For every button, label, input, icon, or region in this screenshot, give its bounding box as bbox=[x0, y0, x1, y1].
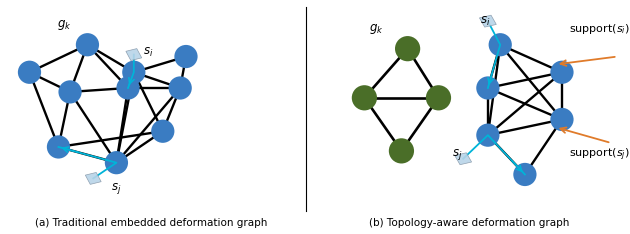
Text: support$(s_i)$: support$(s_i)$ bbox=[569, 22, 630, 36]
Point bbox=[123, 86, 133, 90]
Point bbox=[175, 86, 185, 90]
Text: support$(s_j)$: support$(s_j)$ bbox=[569, 147, 630, 163]
Point bbox=[54, 145, 64, 149]
Text: $s_j$: $s_j$ bbox=[452, 147, 462, 162]
Point bbox=[495, 43, 505, 47]
Point bbox=[520, 173, 530, 176]
Point bbox=[181, 55, 191, 58]
Point bbox=[483, 86, 493, 90]
Text: $s_i$: $s_i$ bbox=[479, 15, 490, 28]
Text: (a) Traditional embedded deformation graph: (a) Traditional embedded deformation gra… bbox=[35, 218, 267, 228]
Point bbox=[83, 43, 93, 47]
Text: $s_i$: $s_i$ bbox=[143, 46, 154, 59]
Point bbox=[483, 133, 493, 137]
Point bbox=[403, 47, 413, 51]
FancyBboxPatch shape bbox=[126, 49, 142, 61]
Point bbox=[557, 70, 567, 74]
Point bbox=[557, 117, 567, 121]
FancyBboxPatch shape bbox=[85, 172, 101, 184]
FancyBboxPatch shape bbox=[479, 15, 496, 27]
Point bbox=[129, 70, 139, 74]
Point bbox=[112, 161, 122, 165]
Point bbox=[396, 149, 406, 153]
Point bbox=[433, 96, 444, 100]
FancyBboxPatch shape bbox=[455, 153, 472, 165]
Point bbox=[25, 70, 35, 74]
Point bbox=[359, 96, 369, 100]
Text: $g_k$: $g_k$ bbox=[369, 22, 384, 36]
Text: (b) Topology-aware deformation graph: (b) Topology-aware deformation graph bbox=[369, 218, 570, 228]
Text: $g_k$: $g_k$ bbox=[57, 18, 72, 32]
Text: $s_j$: $s_j$ bbox=[112, 181, 122, 196]
Point bbox=[65, 90, 75, 94]
Point bbox=[158, 129, 168, 133]
